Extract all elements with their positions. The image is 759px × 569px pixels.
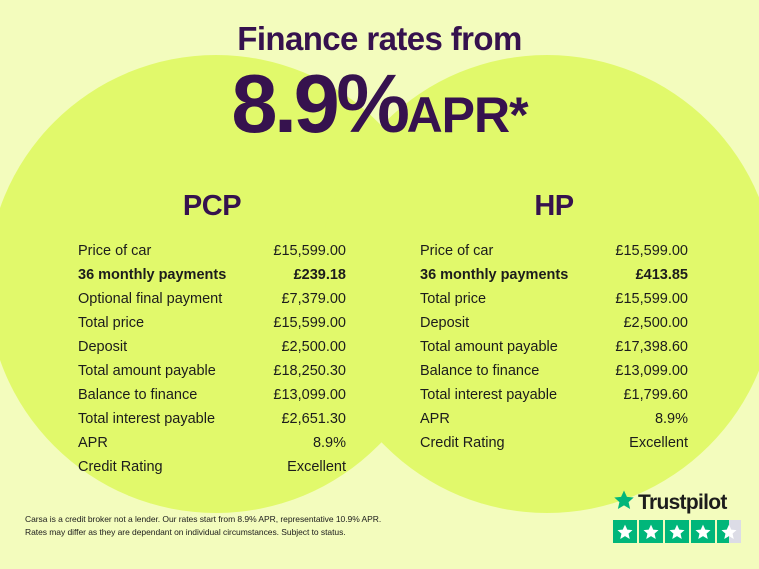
row-value: £2,500.00 bbox=[623, 315, 688, 331]
row-label: Deposit bbox=[78, 339, 128, 355]
row-value: £13,099.00 bbox=[615, 363, 688, 379]
table-row: Price of car £15,599.00 bbox=[78, 239, 346, 263]
table-row: APR 8.9% bbox=[420, 407, 688, 431]
row-label: Price of car bbox=[420, 243, 494, 259]
row-value: £13,099.00 bbox=[273, 387, 346, 403]
table-row: Balance to finance £13,099.00 bbox=[78, 383, 346, 407]
disclaimer-line-1: Carsa is a credit broker not a lender. O… bbox=[25, 514, 382, 524]
trustpilot-full-star-icon bbox=[613, 520, 637, 543]
row-value: £413.85 bbox=[635, 267, 688, 283]
table-row: Deposit £2,500.00 bbox=[78, 335, 346, 359]
row-label: 36 monthly payments bbox=[420, 267, 569, 283]
plan-title-hp: HP bbox=[534, 190, 574, 222]
row-label: 36 monthly payments bbox=[78, 267, 227, 283]
row-label: Total interest payable bbox=[78, 411, 216, 427]
table-row: Price of car £15,599.00 bbox=[420, 239, 688, 263]
table-row: Total amount payable £18,250.30 bbox=[78, 359, 346, 383]
plan-title-pcp: PCP bbox=[182, 190, 242, 222]
table-row: Optional final payment £7,379.00 bbox=[78, 287, 346, 311]
disclaimer: Carsa is a credit broker not a lender. O… bbox=[25, 513, 445, 539]
table-row: Total price £15,599.00 bbox=[420, 287, 688, 311]
row-value: £18,250.30 bbox=[273, 363, 346, 379]
table-row: 36 monthly payments £239.18 bbox=[78, 263, 346, 287]
row-value: £15,599.00 bbox=[273, 243, 346, 259]
row-label: Credit Rating bbox=[78, 459, 163, 475]
row-label: Total amount payable bbox=[420, 339, 558, 355]
table-row: 36 monthly payments £413.85 bbox=[420, 263, 688, 287]
table-row: Deposit £2,500.00 bbox=[420, 311, 688, 335]
rate-line: 8.9%APR* bbox=[0, 62, 759, 145]
row-value: £17,398.60 bbox=[615, 339, 688, 355]
row-value: £15,599.00 bbox=[273, 315, 346, 331]
trustpilot-full-star-icon bbox=[665, 520, 689, 543]
row-value: £15,599.00 bbox=[615, 291, 688, 307]
row-value: £239.18 bbox=[293, 267, 346, 283]
row-value: £7,379.00 bbox=[281, 291, 346, 307]
row-label: Total amount payable bbox=[78, 363, 216, 379]
row-value: 8.9% bbox=[654, 411, 688, 427]
trustpilot-full-star-icon bbox=[691, 520, 715, 543]
row-value: Excellent bbox=[629, 435, 688, 451]
row-label: APR bbox=[78, 435, 108, 451]
trustpilot-name: Trustpilot bbox=[638, 491, 727, 514]
row-label: Total interest payable bbox=[420, 387, 558, 403]
background-circle-right bbox=[318, 55, 759, 513]
table-row: Total price £15,599.00 bbox=[78, 311, 346, 335]
trustpilot-wordmark: Trustpilot bbox=[613, 489, 745, 516]
table-row: Total amount payable £17,398.60 bbox=[420, 335, 688, 359]
rate-suffix: APR* bbox=[406, 87, 529, 143]
row-label: Price of car bbox=[78, 243, 152, 259]
row-label: Total price bbox=[78, 315, 145, 331]
row-label: Optional final payment bbox=[78, 291, 223, 307]
trustpilot-full-star-icon bbox=[639, 520, 663, 543]
plan-table-pcp: Price of car £15,599.00 36 monthly payment… bbox=[78, 239, 346, 479]
plan-card-hp: HP Price of car £15,599.00 36 monthly paym… bbox=[420, 192, 688, 455]
row-label: APR bbox=[420, 411, 450, 427]
row-value: £2,500.00 bbox=[281, 339, 346, 355]
row-label: Deposit bbox=[420, 315, 470, 331]
headline: Finance rates from bbox=[237, 20, 522, 57]
plan-table-hp: Price of car £15,599.00 36 monthly payment… bbox=[420, 239, 688, 455]
trustpilot-badge[interactable]: Trustpilot bbox=[613, 489, 745, 543]
table-row: Credit Rating Excellent bbox=[78, 455, 346, 479]
trustpilot-star-rating bbox=[613, 520, 745, 543]
trustpilot-star-icon bbox=[613, 489, 635, 516]
row-value: Excellent bbox=[287, 459, 346, 475]
row-label: Balance to finance bbox=[78, 387, 198, 403]
row-value: £15,599.00 bbox=[615, 243, 688, 259]
table-row: Total interest payable £2,651.30 bbox=[78, 407, 346, 431]
row-label: Credit Rating bbox=[420, 435, 505, 451]
table-row: Credit Rating Excellent bbox=[420, 431, 688, 455]
disclaimer-line-2: Rates may differ as they are dependant o… bbox=[25, 527, 346, 538]
row-value: £2,651.30 bbox=[281, 411, 346, 427]
rate-value: 8.9% bbox=[231, 57, 410, 150]
table-row: APR 8.9% bbox=[78, 431, 346, 455]
plan-card-pcp: PCP Price of car £15,599.00 36 monthly pay… bbox=[78, 192, 346, 479]
trustpilot-half-star-icon bbox=[717, 520, 741, 543]
table-row: Total interest payable £1,799.60 bbox=[420, 383, 688, 407]
row-label: Balance to finance bbox=[420, 363, 540, 379]
row-value: £1,799.60 bbox=[623, 387, 688, 403]
row-value: 8.9% bbox=[312, 435, 346, 451]
row-label: Total price bbox=[420, 291, 487, 307]
table-row: Balance to finance £13,099.00 bbox=[420, 359, 688, 383]
